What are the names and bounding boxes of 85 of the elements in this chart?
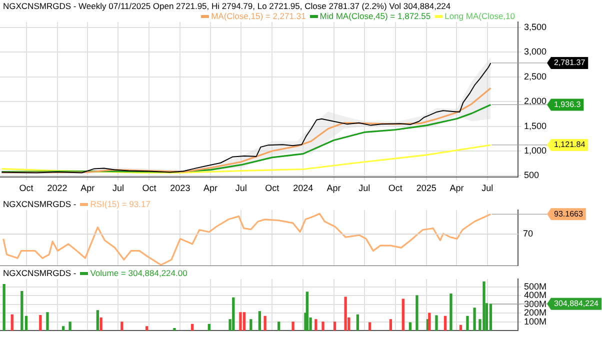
bar (208, 324, 210, 331)
y-tick-label: 100M (524, 316, 547, 326)
x-tick-label: Jul (235, 183, 247, 194)
bar (459, 324, 462, 331)
bar (100, 318, 102, 331)
bar (306, 292, 308, 331)
y-tick-label: 300M (524, 298, 547, 309)
y-tick-label: 1,500 (524, 120, 547, 131)
bar (20, 291, 24, 331)
x-tick-label: Oct (142, 183, 157, 194)
bar (232, 297, 235, 331)
text: 70 (523, 228, 534, 239)
bar (173, 328, 176, 331)
bar (314, 319, 318, 331)
bar (258, 311, 262, 331)
bar (402, 298, 404, 331)
y-tick-label: 1,000 (524, 145, 547, 156)
x-tick-label: Jul (112, 183, 124, 194)
bar (2, 284, 6, 331)
x-tick-label: Oct (265, 183, 280, 194)
y-tick-label: 3,500 (524, 22, 547, 32)
bar (278, 322, 280, 331)
bar (408, 322, 412, 331)
bar (62, 326, 65, 331)
y-tick-label: 400M (524, 290, 547, 300)
bar (120, 322, 124, 331)
bar (292, 322, 294, 331)
bar (10, 314, 14, 331)
bar (466, 316, 469, 331)
bar (435, 315, 438, 331)
bar (39, 314, 42, 331)
bar (473, 308, 476, 331)
y-tick-label: 500 (524, 170, 540, 180)
bar (46, 312, 49, 331)
bar (264, 316, 266, 331)
bar (250, 319, 252, 331)
bar (322, 322, 324, 331)
bar (489, 304, 492, 331)
x-tick-label: Jul (358, 183, 370, 194)
bar (242, 312, 246, 331)
x-tick-label: 2023 (170, 183, 190, 194)
y-tick-label: 2,500 (524, 71, 547, 82)
bar (444, 316, 447, 331)
bar (482, 281, 486, 331)
annotation: 1,121.84 (554, 140, 586, 150)
y-tick-label: 200M (524, 308, 547, 318)
legend-label: RSI(15) = 93.17 (90, 199, 150, 209)
legend-label: Long MA(Close,10 (444, 11, 515, 21)
x-tick-label: Oct (388, 183, 403, 194)
annotation: 1,936.3 (554, 100, 582, 109)
bar (428, 312, 431, 331)
x-tick-label: 2022 (47, 183, 68, 194)
bar (356, 314, 360, 331)
x-tick-label: Apr (326, 183, 341, 194)
x-tick-label: Apr (203, 183, 218, 194)
bar (389, 319, 392, 331)
bar (68, 322, 72, 331)
chart-title: NGXCNSMRGDS - Weekly 07/11/2025 Open 2721.95, Hi 2794.79, Lo 2721.95, Close 2781.37 (2.2%) Vol 304,884,224 (3, 1, 451, 11)
y-tick-label: 3,000 (524, 46, 547, 57)
bar (190, 324, 194, 331)
bar (333, 322, 336, 331)
annotation: 93.1663 (554, 209, 584, 218)
bar (416, 295, 418, 331)
legend-label: MA(Close,15) = 2,271.31 (211, 11, 306, 21)
bar (239, 312, 242, 331)
y-tick-label: 2,000 (524, 96, 547, 106)
bar (450, 294, 452, 331)
x-tick-label: Apr (450, 183, 464, 194)
bar (146, 326, 148, 331)
x-tick-label: Oct (19, 183, 34, 194)
legend-label: Mid MA(Close,45) = 1,872.55 (320, 11, 431, 21)
bar (368, 322, 372, 331)
x-tick-label: 2025 (416, 183, 436, 194)
y-tick-label: 500M (524, 281, 547, 292)
legend-label: Volume = 304,884,224.00 (90, 268, 188, 278)
x-tick-label: Apr (80, 183, 95, 194)
x-tick-label: Jul (482, 183, 494, 194)
annotation: 2,781.37 (554, 58, 586, 68)
chart-title: NGXCNSMRGDS - (3, 268, 76, 278)
x-tick-label: 2024 (293, 183, 314, 194)
chart-title: NGXCNSMRGDS - (3, 199, 76, 209)
bar (344, 296, 347, 331)
annotation: 304,884,224 (554, 299, 600, 308)
bar (96, 310, 100, 331)
bar (24, 316, 28, 331)
